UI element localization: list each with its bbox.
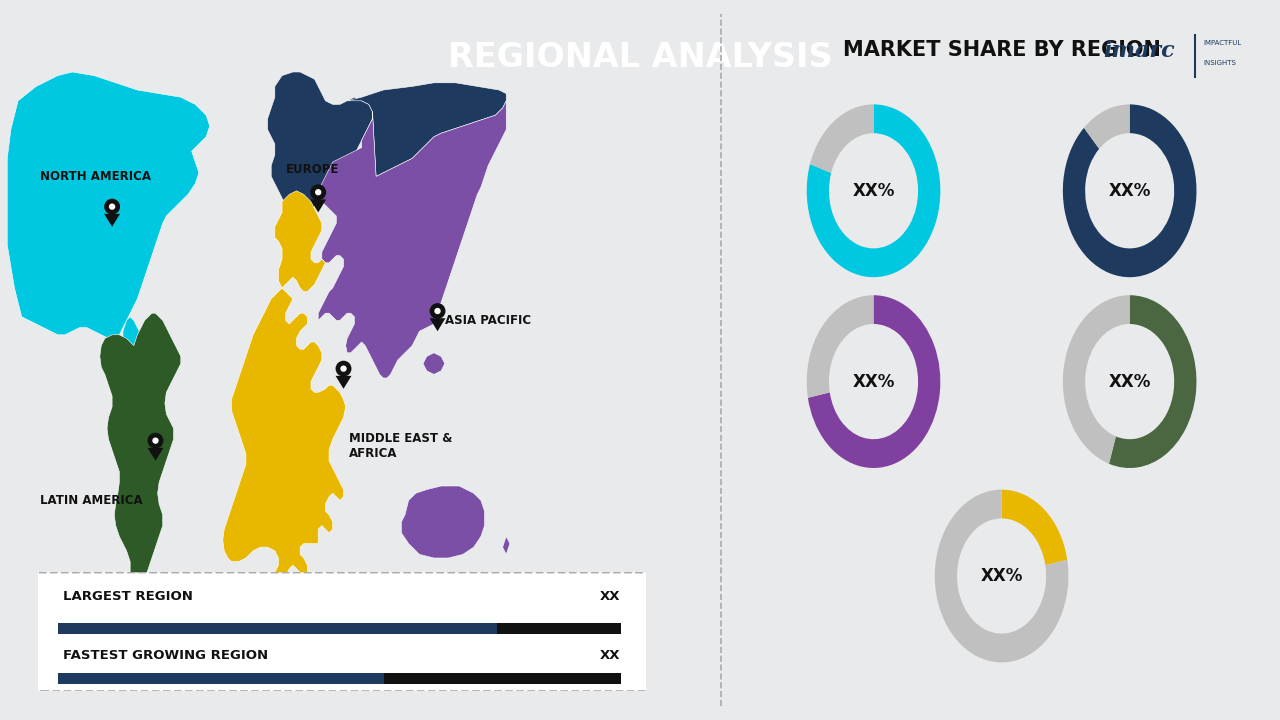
Polygon shape (335, 376, 352, 389)
Circle shape (104, 199, 120, 215)
Wedge shape (1001, 490, 1068, 565)
Text: XX: XX (599, 649, 621, 662)
Bar (497, 623, 621, 634)
Text: INSIGHTS: INSIGHTS (1203, 60, 1236, 66)
Wedge shape (1108, 295, 1197, 468)
FancyBboxPatch shape (29, 572, 654, 691)
Polygon shape (104, 214, 120, 227)
Text: FASTEST GROWING REGION: FASTEST GROWING REGION (63, 649, 268, 662)
Text: NORTH AMERICA: NORTH AMERICA (40, 170, 151, 183)
Text: XX: XX (599, 590, 621, 603)
Text: ASIA PACIFIC: ASIA PACIFIC (444, 314, 531, 327)
Wedge shape (806, 104, 941, 277)
Polygon shape (424, 353, 444, 374)
Polygon shape (310, 199, 326, 212)
Bar (384, 672, 621, 684)
Polygon shape (147, 448, 164, 461)
Polygon shape (319, 101, 506, 378)
Wedge shape (1062, 104, 1197, 277)
Circle shape (152, 438, 159, 444)
Text: EUROPE: EUROPE (285, 163, 339, 176)
Bar (58, 672, 384, 684)
Text: REGIONAL ANALYSIS: REGIONAL ANALYSIS (448, 41, 832, 74)
Circle shape (335, 361, 352, 377)
Text: LARGEST REGION: LARGEST REGION (63, 590, 192, 603)
Text: XX%: XX% (1108, 181, 1151, 199)
Polygon shape (430, 318, 445, 331)
Polygon shape (347, 83, 506, 176)
Text: XX%: XX% (1108, 373, 1151, 390)
Polygon shape (402, 486, 485, 558)
Polygon shape (123, 317, 141, 353)
Circle shape (430, 303, 445, 319)
Polygon shape (100, 313, 180, 598)
Circle shape (147, 433, 164, 449)
Polygon shape (268, 72, 372, 216)
Text: imarc: imarc (1103, 40, 1175, 62)
Text: MIDDLE EAST &
AFRICA: MIDDLE EAST & AFRICA (348, 433, 452, 460)
Circle shape (109, 204, 115, 210)
Polygon shape (223, 191, 346, 587)
Text: IMPACTFUL: IMPACTFUL (1203, 40, 1242, 46)
Wedge shape (808, 295, 941, 468)
Text: LATIN AMERICA: LATIN AMERICA (40, 494, 142, 507)
Wedge shape (934, 490, 1069, 662)
Wedge shape (810, 104, 873, 173)
Text: XX%: XX% (980, 567, 1023, 585)
Wedge shape (1084, 104, 1130, 149)
Circle shape (340, 366, 347, 372)
Circle shape (310, 184, 326, 200)
Polygon shape (8, 72, 210, 338)
Circle shape (434, 308, 440, 314)
Bar (58, 623, 497, 634)
Circle shape (315, 189, 321, 195)
Polygon shape (503, 536, 509, 554)
Text: MARKET SHARE BY REGION: MARKET SHARE BY REGION (842, 40, 1161, 60)
Text: XX%: XX% (852, 373, 895, 390)
Wedge shape (806, 295, 873, 397)
Text: XX%: XX% (852, 181, 895, 199)
Wedge shape (1062, 295, 1130, 464)
